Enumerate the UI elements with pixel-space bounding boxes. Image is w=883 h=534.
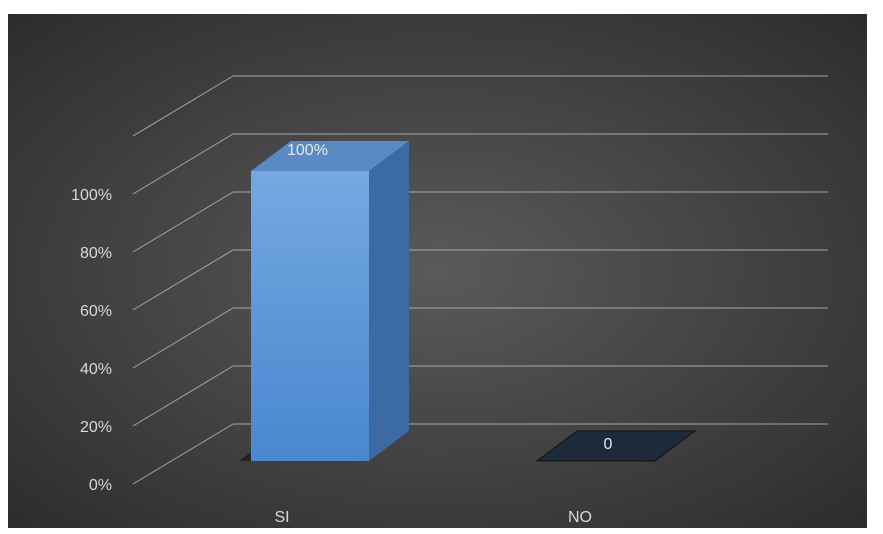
gridline-side	[132, 423, 234, 485]
bar-side	[369, 141, 409, 461]
data-label-si: 100%	[287, 142, 328, 159]
gridline-side	[132, 191, 234, 253]
y-tick-label: 80%	[80, 245, 112, 262]
plot-background	[8, 14, 867, 528]
y-tick-label: 20%	[80, 419, 112, 436]
y-tick-label: 100%	[71, 187, 112, 204]
labels: 0% 20% 40% 60% 80% 100% 100% SI 0 NO	[71, 142, 612, 526]
category-label-si: SI	[274, 509, 289, 526]
gridline-side	[132, 249, 234, 311]
bar-no	[535, 430, 697, 462]
data-label-no: 0	[604, 436, 613, 453]
gridline-side	[132, 307, 234, 369]
bars	[239, 141, 697, 462]
gridline-side	[132, 75, 234, 137]
y-tick-label: 60%	[80, 303, 112, 320]
y-tick-label: 0%	[89, 477, 112, 494]
bar-top	[251, 141, 409, 171]
y-tick-label: 40%	[80, 361, 112, 378]
gridline-side	[132, 133, 234, 195]
gridline-side	[132, 365, 234, 427]
bar-si	[251, 171, 369, 461]
category-label-no: NO	[568, 509, 592, 526]
